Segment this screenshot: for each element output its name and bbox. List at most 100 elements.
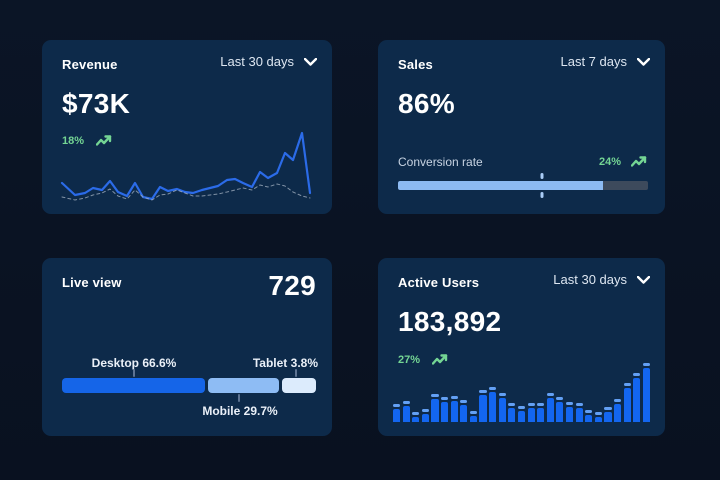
user-bar xyxy=(450,396,458,422)
user-bar xyxy=(441,397,449,422)
user-bar-cap xyxy=(431,394,439,397)
trend-up-icon xyxy=(631,156,647,167)
user-bar-cap xyxy=(633,373,641,376)
sales-range-label: Last 7 days xyxy=(560,54,628,69)
user-bar-cap xyxy=(469,411,477,414)
user-bar-cap xyxy=(421,409,429,412)
user-bar-cap xyxy=(402,401,410,404)
trend-up-icon xyxy=(96,135,112,146)
user-bar xyxy=(565,402,574,422)
active-users-delta-text: 27% xyxy=(398,354,421,366)
user-bar-cap xyxy=(450,396,458,399)
user-bar-body xyxy=(527,407,535,422)
revenue-range-label: Last 30 days xyxy=(220,54,294,69)
chevron-down-icon xyxy=(637,275,650,284)
user-bar xyxy=(489,387,497,422)
user-bar-body xyxy=(450,400,458,422)
active-users-delta-badge: 27% xyxy=(398,354,449,366)
user-bar xyxy=(594,412,602,422)
device-split-bar xyxy=(62,378,316,393)
chevron-down-icon xyxy=(637,57,650,66)
active-users-bar-chart xyxy=(393,360,650,422)
user-bar-body xyxy=(489,391,497,422)
active-users-range-label: Last 30 days xyxy=(553,272,627,287)
conversion-rate-label: Conversion rate xyxy=(398,155,483,169)
user-bar-cap xyxy=(412,412,420,415)
user-bar xyxy=(421,409,429,422)
active-users-value: 183,892 xyxy=(398,306,502,337)
user-bar-body xyxy=(623,387,631,422)
user-bar xyxy=(604,407,612,422)
user-bar-body xyxy=(469,415,477,422)
sales-value: 86% xyxy=(398,88,455,119)
user-bar-body xyxy=(594,416,602,422)
user-bar xyxy=(479,390,487,422)
user-bar-cap xyxy=(527,403,535,406)
user-bar-body xyxy=(565,406,574,422)
user-bar-cap xyxy=(556,397,564,400)
user-bar-body xyxy=(633,377,641,422)
user-bar-cap xyxy=(479,390,487,393)
user-bar-cap xyxy=(441,397,449,400)
revenue-value: $73K xyxy=(62,88,131,119)
user-bar-body xyxy=(402,405,410,422)
user-bar-cap xyxy=(594,412,602,415)
user-bar xyxy=(469,411,477,422)
user-bar-cap xyxy=(623,383,631,386)
tablet-label-tick xyxy=(295,369,297,377)
user-bar-cap xyxy=(575,403,583,406)
active-users-card: Active Users Last 30 days 183,892 27% xyxy=(378,258,665,436)
revenue-range-dropdown[interactable]: Last 30 days xyxy=(220,54,317,69)
user-bar-body xyxy=(517,410,526,422)
user-bar xyxy=(431,394,439,422)
user-bar xyxy=(508,403,516,422)
active-users-title: Active Users xyxy=(398,275,480,290)
user-bar-cap xyxy=(537,403,545,406)
segment-desktop xyxy=(62,378,205,393)
user-bar-body xyxy=(642,367,650,422)
active-users-range-dropdown[interactable]: Last 30 days xyxy=(553,272,650,287)
mobile-segment-label: Mobile 29.7% xyxy=(202,404,278,418)
user-bar-cap xyxy=(489,387,497,390)
user-bar xyxy=(633,373,641,422)
revenue-delta-badge: 18% xyxy=(62,135,113,147)
user-bar-cap xyxy=(546,393,554,396)
desktop-segment-label: Desktop 66.6% xyxy=(91,356,177,370)
user-bar-body xyxy=(556,401,564,422)
user-bar xyxy=(623,383,631,422)
live-view-card: Live view 729 Desktop 66.6% Tablet 3.8% … xyxy=(42,258,332,436)
revenue-title: Revenue xyxy=(62,57,118,72)
user-bar-body xyxy=(575,407,583,422)
user-bar-cap xyxy=(508,403,516,406)
revenue-card: Revenue Last 30 days $73K 18% xyxy=(42,40,332,214)
user-bar-body xyxy=(537,407,545,422)
user-bar xyxy=(527,403,535,422)
mobile-label-tick xyxy=(238,394,240,402)
sales-range-dropdown[interactable]: Last 7 days xyxy=(560,54,650,69)
user-bar-body xyxy=(508,407,516,422)
user-bar-body xyxy=(393,408,401,422)
sales-card: Sales Last 7 days 86% Conversion rate 24… xyxy=(378,40,665,214)
user-bar xyxy=(517,406,526,422)
revenue-line-chart xyxy=(60,131,312,201)
live-view-value: 729 xyxy=(268,270,316,301)
user-bar xyxy=(556,397,564,422)
conversion-metric-row: Conversion rate 24% xyxy=(398,155,648,169)
user-bar-cap xyxy=(565,402,574,405)
user-bar-body xyxy=(498,397,506,422)
user-bar xyxy=(546,393,554,422)
revenue-delta-text: 18% xyxy=(62,135,85,147)
user-bar-cap xyxy=(604,407,612,410)
user-bar-body xyxy=(585,414,593,422)
user-bar-cap xyxy=(460,400,468,403)
tablet-segment-label: Tablet 3.8% xyxy=(252,356,318,370)
user-bar xyxy=(614,399,622,422)
sales-delta-badge: 24% xyxy=(599,156,648,168)
user-bar-cap xyxy=(642,363,650,366)
progress-marker-top xyxy=(540,173,544,179)
desktop-label-tick xyxy=(133,369,135,377)
user-bar-body xyxy=(412,416,420,422)
segment-tablet xyxy=(281,378,316,393)
user-bar-cap xyxy=(517,406,526,409)
user-bar-body xyxy=(479,394,487,422)
